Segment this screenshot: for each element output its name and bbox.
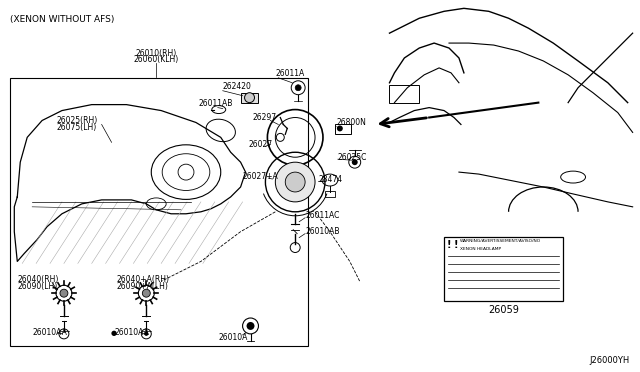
Text: 26027: 26027 xyxy=(248,140,273,149)
Text: !: ! xyxy=(447,240,452,250)
Text: 26025(RH): 26025(RH) xyxy=(57,116,98,125)
Bar xyxy=(390,85,419,103)
Circle shape xyxy=(145,332,148,336)
Circle shape xyxy=(138,285,154,301)
Text: 26090(LH): 26090(LH) xyxy=(17,282,58,291)
Text: 26090+A(LH): 26090+A(LH) xyxy=(116,282,168,291)
Text: 26011AC: 26011AC xyxy=(305,211,339,220)
Circle shape xyxy=(295,85,301,91)
Text: XENON HEADLAMP: XENON HEADLAMP xyxy=(460,247,501,251)
Bar xyxy=(325,191,335,197)
Text: 26025C: 26025C xyxy=(338,153,367,162)
Text: 26010AB: 26010AB xyxy=(305,227,340,236)
Bar xyxy=(241,93,259,103)
Text: ●: ● xyxy=(111,330,116,336)
Circle shape xyxy=(246,322,255,330)
Bar xyxy=(335,125,351,134)
Circle shape xyxy=(337,125,343,131)
Text: WARNING/AVERTISSEMENT/AVISO/NO: WARNING/AVERTISSEMENT/AVISO/NO xyxy=(460,238,541,243)
Text: !: ! xyxy=(454,240,458,250)
Bar xyxy=(444,237,563,301)
Text: 28474: 28474 xyxy=(318,174,342,183)
Bar xyxy=(10,78,308,346)
Circle shape xyxy=(285,172,305,192)
Text: 26011AB: 26011AB xyxy=(199,99,234,108)
Text: 26297: 26297 xyxy=(253,113,276,122)
Circle shape xyxy=(60,289,68,297)
Text: 26059: 26059 xyxy=(488,305,519,315)
Text: J26000YH: J26000YH xyxy=(589,356,630,365)
Circle shape xyxy=(244,93,255,103)
Text: 26027+A: 26027+A xyxy=(243,171,278,180)
Text: 262420: 262420 xyxy=(223,82,252,91)
Text: 26040+A(RH): 26040+A(RH) xyxy=(116,275,170,284)
Text: 26010A: 26010A xyxy=(219,333,248,342)
Circle shape xyxy=(56,285,72,301)
Text: 26060(KLH): 26060(KLH) xyxy=(134,55,179,64)
Circle shape xyxy=(142,289,150,297)
Text: (XENON WITHOUT AFS): (XENON WITHOUT AFS) xyxy=(10,15,115,24)
Text: 26040(RH): 26040(RH) xyxy=(17,275,59,284)
Ellipse shape xyxy=(212,106,226,113)
Text: 26010AA: 26010AA xyxy=(115,328,149,337)
Circle shape xyxy=(352,159,358,165)
Text: 26010AA: 26010AA xyxy=(32,328,67,337)
Circle shape xyxy=(275,162,315,202)
Text: 26011A: 26011A xyxy=(275,69,305,78)
Text: 26800N: 26800N xyxy=(337,118,367,127)
Text: 26010(RH): 26010(RH) xyxy=(136,48,177,58)
Text: 26075(LH): 26075(LH) xyxy=(57,123,97,132)
